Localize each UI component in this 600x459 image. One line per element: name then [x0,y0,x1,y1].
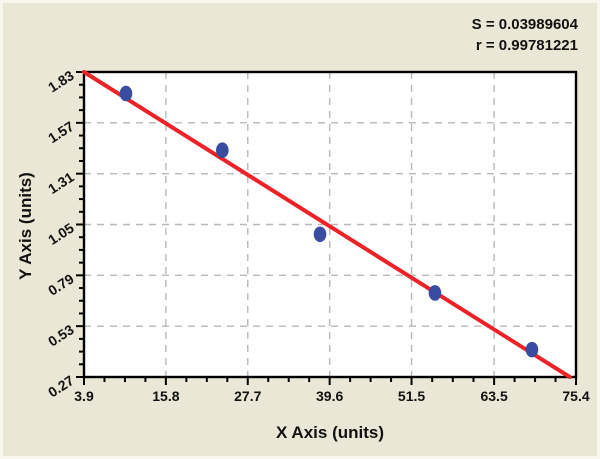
data-point [428,285,442,301]
y-tick-label: 1.05 [45,219,77,247]
y-tick-label: 0.53 [45,321,77,349]
data-point [119,85,133,102]
x-tick-label: 39.6 [316,388,343,404]
stats-annotation: S = 0.03989604 r = 0.99781221 [472,14,578,56]
x-tick-label: 27.7 [234,388,261,404]
data-point [216,142,229,159]
y-tick-label: 0.27 [45,372,77,400]
x-tick-label: 63.5 [480,388,507,404]
x-tick-label: 51.5 [398,388,425,404]
x-tick-label: 3.9 [74,388,94,404]
y-tick-label: 1.57 [45,118,77,146]
x-tick-label: 75.4 [562,388,589,404]
stats-s-value: S = 0.03989604 [471,16,578,33]
y-tick-label: 0.79 [45,270,77,298]
y-tick-label: 1.31 [45,169,77,197]
y-axis-title: Y Axis (units) [16,172,35,280]
data-point [525,341,539,358]
regression-line [82,70,572,379]
x-tick-label: 15.8 [152,388,179,404]
stats-r-value: r = 0.99781221 [475,37,578,54]
y-tick-label: 1.83 [45,67,77,95]
x-axis-title: X Axis (units) [276,423,384,442]
data-point [313,226,327,243]
